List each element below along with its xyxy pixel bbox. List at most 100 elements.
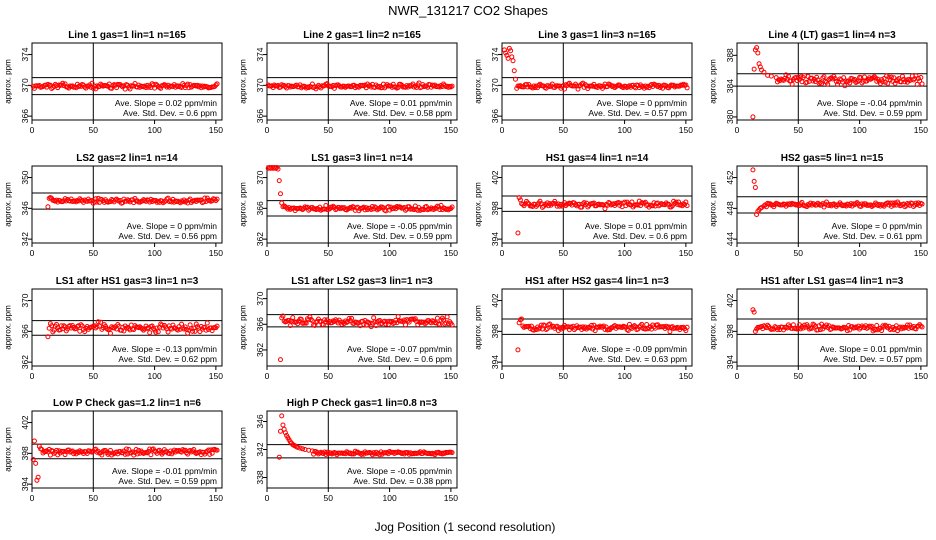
data-point [280, 422, 286, 428]
x-tick-label: 50 [324, 493, 334, 503]
y-tick-label: 366 [255, 109, 265, 123]
data-point [789, 81, 795, 87]
data-point [820, 75, 826, 81]
y-tick-label: 374 [20, 47, 30, 61]
data-point [44, 448, 50, 454]
data-point [182, 324, 188, 330]
data-point [885, 80, 891, 86]
data-point [445, 207, 451, 213]
data-point [519, 316, 525, 322]
y-tick-label: 398 [20, 446, 30, 460]
y-axis-label: approx. ppm [709, 59, 718, 104]
data-point [817, 79, 823, 85]
data-point [295, 444, 301, 450]
data-point [69, 83, 75, 89]
data-point [361, 204, 367, 210]
data-point [843, 325, 849, 331]
x-tick-label: 0 [30, 371, 35, 381]
y-axis-label: approx. ppm [239, 59, 248, 104]
panel-title: Line 2 gas=1 lin=2 n=165 [303, 30, 421, 41]
y-tick-label: 394 [725, 355, 735, 369]
y-tick-label: 370 [20, 78, 30, 92]
data-point [608, 82, 614, 88]
data-point [562, 86, 568, 92]
plot-frame [31, 165, 223, 244]
plot-frame [736, 165, 928, 244]
data-series [750, 167, 925, 218]
data-point [683, 82, 689, 88]
data-point [331, 85, 337, 91]
x-tick-label: 0 [30, 493, 35, 503]
data-point [214, 447, 220, 453]
data-point [61, 323, 67, 329]
panel: High P Check gas=1 lin=0.8 n=3 0 50 100 150 3… [239, 398, 459, 503]
data-point [891, 75, 897, 81]
plot-frame [31, 288, 223, 367]
x-tick-label: 50 [324, 125, 334, 135]
panel: Line 1 gas=1 lin=1 n=165 0 50 100 150 366 370 3… [4, 30, 224, 135]
x-tick-label: 100 [852, 125, 866, 135]
data-point [510, 58, 516, 64]
main-title: NWR_131217 CO2 Shapes [388, 3, 548, 18]
data-point [537, 325, 543, 331]
data-point [46, 325, 52, 331]
data-point [847, 80, 853, 86]
data-point [403, 207, 409, 213]
data-point [371, 315, 377, 321]
data-point [832, 75, 838, 81]
x-tick-label: 100 [617, 125, 631, 135]
x-tick-label: 0 [500, 125, 505, 135]
data-point [275, 166, 281, 172]
std-dev-annotation: Ave. Std. Dev. = 0.6 ppm [593, 231, 687, 241]
data-point [282, 430, 288, 436]
x-tick-label: 150 [444, 371, 458, 381]
data-point [188, 326, 194, 332]
data-point [403, 322, 409, 328]
x-tick-label: 100 [147, 248, 161, 258]
y-tick-label: 398 [725, 324, 735, 338]
data-point [835, 81, 841, 87]
y-tick-label: 402 [490, 170, 500, 184]
x-tick-label: 0 [500, 248, 505, 258]
data-point [31, 438, 37, 444]
y-tick-label: 338 [255, 470, 265, 484]
panel-title: High P Check gas=1 lin=0.8 n=3 [287, 398, 438, 409]
x-tick-label: 100 [382, 125, 396, 135]
data-series [515, 316, 690, 353]
std-dev-annotation: Ave. Std. Dev. = 0.58 ppm [353, 108, 452, 118]
y-tick-label: 384 [725, 79, 735, 93]
data-point [390, 81, 396, 87]
data-point [411, 84, 417, 90]
data-point [353, 319, 359, 325]
y-tick-label: 366 [255, 317, 265, 331]
data-point [33, 460, 39, 466]
x-tick-label: 150 [914, 125, 928, 135]
data-point [185, 330, 191, 336]
data-point [277, 357, 283, 363]
data-point [313, 207, 319, 213]
slope-annotation: Ave. Slope = 0 ppm/min [127, 221, 218, 231]
data-point [765, 322, 771, 328]
data-point [62, 452, 68, 458]
data-point [212, 196, 218, 202]
x-tick-label: 150 [444, 248, 458, 258]
slope-annotation: Ave. Slope = -0.05 ppm/min [347, 221, 452, 231]
data-point [95, 319, 101, 325]
panel-title: HS1 gas=4 lin=1 n=14 [546, 153, 649, 164]
x-tick-label: 100 [852, 371, 866, 381]
data-point [170, 322, 176, 328]
data-point [630, 324, 636, 330]
y-tick-label: 370 [255, 170, 265, 184]
data-point [579, 327, 585, 333]
panel-title: HS1 after LS1 gas=4 lin=1 n=3 [761, 276, 904, 287]
data-point [395, 314, 401, 320]
panel-title: LS2 gas=2 lin=1 n=14 [76, 153, 178, 164]
x-tick-label: 100 [147, 125, 161, 135]
std-dev-annotation: Ave. Std. Dev. = 0.59 ppm [353, 231, 452, 241]
y-tick-label: 362 [255, 343, 265, 357]
data-point [823, 322, 829, 328]
panels: Line 1 gas=1 lin=1 n=165 0 50 100 150 366 370 3… [4, 30, 929, 503]
data-point [62, 196, 68, 202]
data-point [93, 325, 99, 331]
data-point [320, 322, 326, 328]
